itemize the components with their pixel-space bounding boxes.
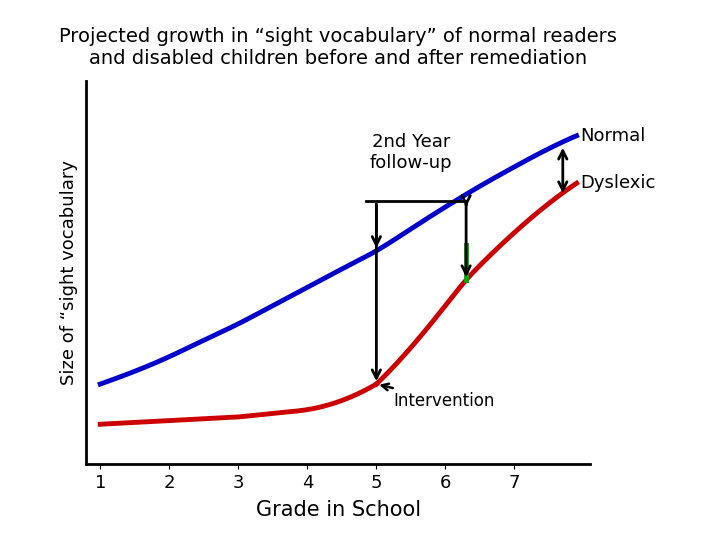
Text: Normal: Normal: [580, 127, 645, 145]
Y-axis label: Size of “sight vocabulary: Size of “sight vocabulary: [60, 160, 78, 385]
Text: Dyslexic: Dyslexic: [580, 174, 655, 192]
Text: Intervention: Intervention: [382, 384, 495, 409]
Title: Projected growth in “sight vocabulary” of normal readers
and disabled children b: Projected growth in “sight vocabulary” o…: [60, 28, 617, 69]
Text: 2nd Year
follow-up: 2nd Year follow-up: [369, 133, 452, 172]
X-axis label: Grade in School: Grade in School: [256, 501, 421, 521]
